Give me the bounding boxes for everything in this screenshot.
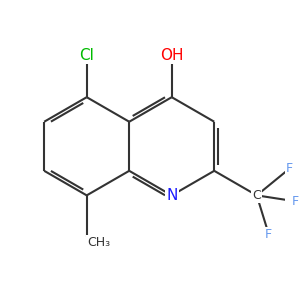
Text: N: N — [166, 188, 177, 203]
Text: Cl: Cl — [79, 48, 94, 63]
Text: F: F — [292, 195, 299, 208]
Text: F: F — [286, 162, 293, 175]
Text: CH₃: CH₃ — [87, 236, 110, 250]
Text: F: F — [265, 227, 272, 241]
Text: C: C — [252, 189, 261, 202]
Text: OH: OH — [160, 48, 184, 63]
